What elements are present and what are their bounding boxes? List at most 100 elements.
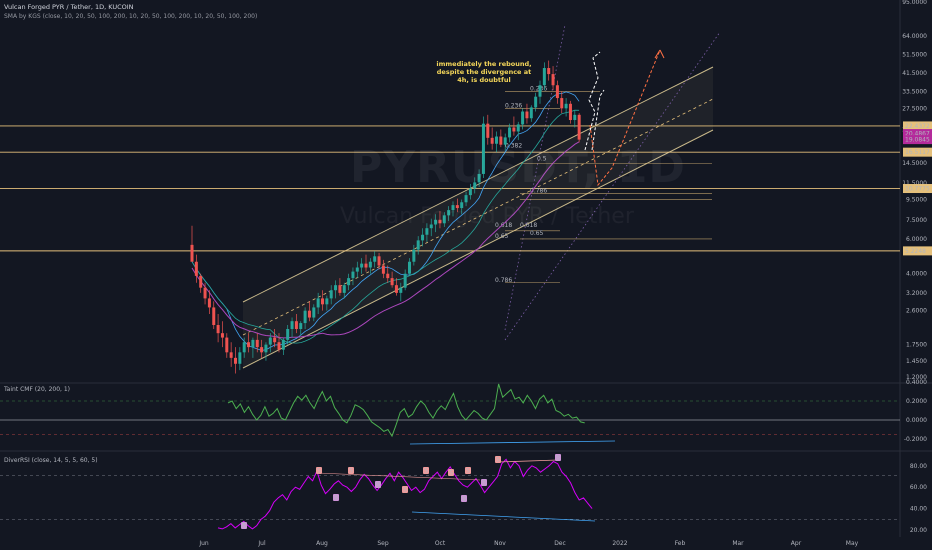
candle-body <box>534 96 538 108</box>
price-label-text: 19.0845 <box>905 137 930 144</box>
candle-body <box>525 111 529 119</box>
candle-body <box>342 285 346 293</box>
rsi-divergence-mid <box>317 472 481 481</box>
candle-body <box>303 310 307 324</box>
signal-marker-label: B <box>242 523 246 530</box>
candle-body <box>368 261 372 268</box>
candle-body <box>260 347 264 353</box>
candle-body <box>495 136 498 144</box>
price-label-box <box>903 246 932 256</box>
candle-body <box>212 307 216 326</box>
arrow-head <box>654 49 665 59</box>
x-tick-label: Jun <box>198 540 209 547</box>
candle-body <box>307 310 311 318</box>
candle-body <box>564 103 568 109</box>
candle-body <box>351 271 355 279</box>
sma-line-fast <box>191 91 580 351</box>
x-tick-label: Aug <box>316 540 328 547</box>
candle-body <box>386 273 390 279</box>
candle-body <box>299 323 303 329</box>
candle-body <box>464 195 468 203</box>
signal-marker-label: S <box>424 468 428 475</box>
cmf-y-tick: -0.2000 <box>904 436 927 443</box>
candle-body <box>312 307 316 318</box>
y-tick-label: 9.5000 <box>906 197 927 204</box>
x-tick-label: Oct <box>435 540 446 547</box>
signal-marker-label: B <box>556 455 560 462</box>
watermark-ticker: PYRUSDT, 1D <box>350 142 686 193</box>
candle-body <box>286 328 290 340</box>
candle-body <box>451 205 455 211</box>
cmf-y-tick: 0.2000 <box>906 398 927 405</box>
rsi-y-tick: 80.00 <box>910 463 927 470</box>
candle-body <box>555 85 559 99</box>
candle-body <box>508 127 512 138</box>
symbol-title: Vulcan Forged PYR / Tether, 1D, KUCOIN <box>4 3 134 11</box>
rsi-y-tick: 40.00 <box>910 506 927 513</box>
candle-body <box>247 342 251 348</box>
candle-body <box>412 249 416 262</box>
candle-body <box>468 188 472 196</box>
candle-body <box>220 333 224 338</box>
y-tick-label: 41.5000 <box>902 70 927 77</box>
x-tick-label: Feb <box>675 540 686 547</box>
price-label-text: 5.2248 <box>905 248 926 255</box>
candle-body <box>447 210 451 216</box>
y-tick-label: 14.5000 <box>902 160 927 167</box>
candle-body <box>355 267 359 272</box>
candle-body <box>403 273 407 288</box>
signal-marker <box>423 467 429 474</box>
rsi-line <box>217 458 593 530</box>
candle-body <box>377 256 381 266</box>
candle-body <box>490 137 494 144</box>
y-tick-label: 2.6000 <box>906 308 927 315</box>
rsi-y-tick: 60.00 <box>910 484 927 491</box>
candle-body <box>207 298 211 308</box>
signal-marker-label: B <box>334 495 338 502</box>
x-tick-label: 2022 <box>612 540 627 547</box>
signal-marker <box>348 467 354 474</box>
price-label-text: 22.4372 <box>905 123 930 130</box>
signal-marker-label: S <box>496 457 500 464</box>
candle-body <box>294 321 298 329</box>
candle-body <box>273 337 277 343</box>
signal-marker <box>241 522 247 529</box>
signal-marker <box>448 469 454 476</box>
cmf-y-tick: 0.4000 <box>906 379 927 386</box>
channel-upper <box>242 66 714 303</box>
rsi-divergence-top <box>497 459 559 463</box>
x-tick-label: Apr <box>791 540 802 547</box>
candle-body <box>416 240 420 250</box>
candle-body <box>512 127 516 132</box>
candle-body <box>347 278 351 286</box>
signal-marker-label: B <box>376 482 380 489</box>
candle-body <box>521 111 525 125</box>
rsi-title: DiverRSI (close, 14, 5, 5, 60, 5) <box>4 457 98 464</box>
x-tick-label: May <box>846 540 859 547</box>
trend-dotted <box>504 31 721 341</box>
signal-marker-label: S <box>403 487 407 494</box>
candle-body <box>425 228 429 235</box>
candle-body <box>242 342 246 353</box>
cmf-title: Taint CMF (20, 200, 1) <box>3 386 70 393</box>
fib-label: 0.618 <box>520 222 537 229</box>
sma-line-slow <box>191 141 580 339</box>
candle-body <box>394 285 398 293</box>
candle-body <box>268 337 272 345</box>
candle-body <box>438 219 442 224</box>
candle-body <box>373 256 377 262</box>
signal-marker-label: S <box>317 468 321 475</box>
candle-body <box>325 298 329 305</box>
fib-label: 0.618 <box>495 222 512 229</box>
candle-body <box>290 321 294 329</box>
signal-marker-label: S <box>449 470 453 477</box>
signal-marker-label: B <box>462 496 466 503</box>
candle-body <box>516 124 520 132</box>
candle-body <box>573 114 577 121</box>
price-label-box <box>903 184 932 194</box>
candle-body <box>338 285 342 293</box>
y-tick-label: 95.0000 <box>902 0 927 6</box>
y-tick-label: 7.5000 <box>906 217 927 224</box>
price-label-box <box>903 135 932 145</box>
fib-label: 0.5 <box>537 155 547 162</box>
